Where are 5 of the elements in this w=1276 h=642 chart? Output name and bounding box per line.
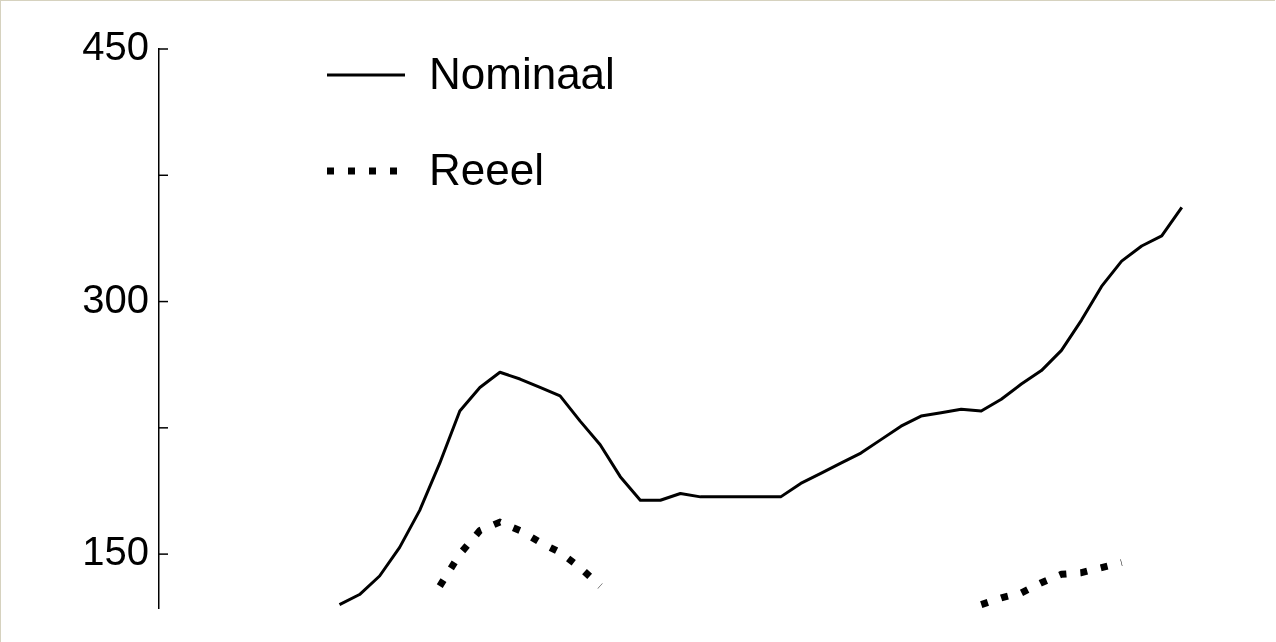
- y-tick-label: 150: [82, 529, 149, 574]
- legend-label: Nominaal: [429, 49, 615, 99]
- y-tick-label: 300: [82, 276, 149, 321]
- y-tick-label: 450: [82, 24, 149, 69]
- legend-label: Reeel: [429, 145, 544, 195]
